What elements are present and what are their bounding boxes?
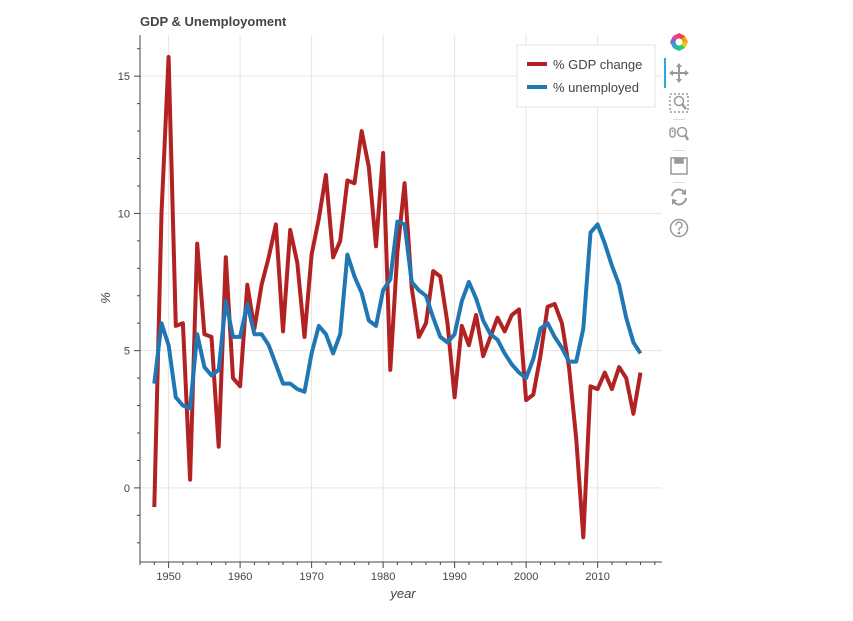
unemployment-line — [152, 219, 643, 411]
series-layer — [152, 55, 643, 540]
reset-icon[interactable] — [668, 186, 690, 208]
legend-box — [516, 44, 656, 108]
wheel-zoom-icon[interactable] — [668, 123, 690, 145]
toolbar-separator — [673, 182, 685, 183]
x-tick-label: 1950 — [156, 571, 180, 583]
y-tick-label: 5 — [124, 346, 130, 358]
x-tick-label: 1960 — [228, 571, 252, 583]
box-zoom-icon[interactable] — [668, 92, 690, 114]
x-tick-label: 2010 — [585, 571, 609, 583]
y-ticks: 0 5 10 15 — [118, 48, 140, 544]
y-tick-label: 10 — [118, 208, 130, 220]
help-icon[interactable] — [668, 217, 690, 239]
toolbar-separator — [673, 150, 685, 151]
bokeh-logo-icon[interactable] — [668, 31, 690, 53]
toolbar-separator — [673, 119, 685, 120]
legend-label-unemployment: % unemployed — [553, 80, 639, 95]
legend: % GDP change % unemployed — [516, 44, 656, 108]
x-tick-label: 1980 — [371, 571, 395, 583]
plot-toolbar — [664, 31, 694, 251]
axes: 1950 1960 1970 1980 1990 2000 2010 0 5 10 15 — [118, 35, 662, 583]
pan-icon[interactable] — [668, 62, 690, 84]
x-axis-label: year — [389, 586, 416, 601]
x-tick-label: 2000 — [514, 571, 538, 583]
y-tick-label: 15 — [118, 71, 130, 83]
x-ticks: 1950 1960 1970 1980 1990 2000 2010 — [139, 562, 656, 583]
legend-label-gdp: % GDP change — [553, 57, 642, 72]
chart-title: GDP & Unemployoment — [140, 14, 287, 29]
x-tick-label: 1990 — [442, 571, 466, 583]
gdp-change-line — [152, 55, 643, 540]
save-icon[interactable] — [668, 155, 690, 177]
y-axis-label: % — [98, 292, 113, 304]
active-tool-indicator — [664, 58, 666, 88]
x-tick-label: 1970 — [299, 571, 323, 583]
y-tick-label: 0 — [124, 483, 130, 495]
